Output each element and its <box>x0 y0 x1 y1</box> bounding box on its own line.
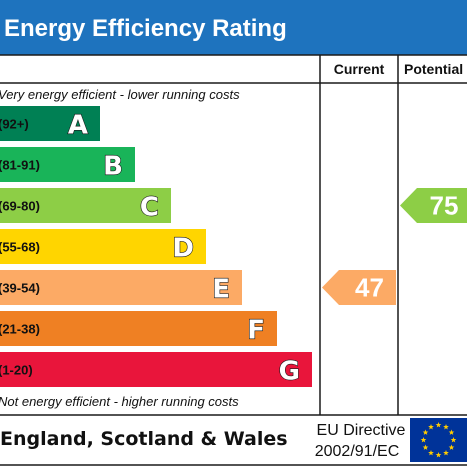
potential-rating-arrow: 75 <box>400 188 467 223</box>
band-letter-label: E <box>212 275 230 305</box>
band-letter-label: F <box>247 316 265 346</box>
column-header-potential: Potential <box>404 61 463 77</box>
band-letter-label: A <box>68 111 88 141</box>
eu-star-icon <box>428 424 434 430</box>
band-bar-g <box>0 352 312 387</box>
band-range-label: (81-91) <box>0 158 40 173</box>
band-range-label: (21-38) <box>0 322 40 337</box>
band-e: (39-54) E <box>0 270 242 305</box>
band-bar-f <box>0 311 277 346</box>
eu-star-icon <box>435 452 442 458</box>
band-letter-label: C <box>140 193 159 223</box>
footer-region: England, Scotland & Wales <box>0 428 288 450</box>
band-bar-b <box>0 147 135 182</box>
band-range-label: (92+) <box>0 117 29 132</box>
eu-star-icon <box>422 444 429 450</box>
top-note: Very energy efficient - lower running co… <box>0 87 240 102</box>
band-bar-d <box>0 229 206 264</box>
band-letter-label: D <box>172 234 194 264</box>
band-range-label: (1-20) <box>0 363 33 378</box>
band-range-label: (69-80) <box>0 199 40 214</box>
eu-star-icon <box>422 429 429 435</box>
band-d: (55-68) D <box>0 229 206 264</box>
bottom-note: Not energy efficient - higher running co… <box>0 394 239 409</box>
band-bar-c <box>0 188 171 223</box>
eu-star-icon <box>443 424 449 430</box>
band-letter-label: B <box>103 152 123 182</box>
eu-star-icon <box>448 429 455 435</box>
band-g: (1-20) G <box>0 352 312 387</box>
footer-directive-line1: EU Directive <box>317 422 406 439</box>
chart-title: Energy Efficiency Rating <box>4 15 287 42</box>
footer-directive-line2: 2002/91/EC <box>315 443 400 460</box>
potential-rating-value: 75 <box>430 191 459 221</box>
band-bar-e <box>0 270 242 305</box>
band-letter-label: G <box>279 357 300 387</box>
band-c: (69-80) C <box>0 188 171 223</box>
current-rating-value: 47 <box>355 273 384 303</box>
rating-bands: (92+) A (81-91) B (69-80) C (55-68) D (39-54) E (2… <box>0 106 312 387</box>
eu-star-icon <box>448 444 455 450</box>
eu-star-icon <box>428 449 434 456</box>
potential-arrow-shape <box>400 188 467 223</box>
eu-star-icon <box>450 437 457 443</box>
band-a: (92+) A <box>0 106 100 141</box>
eu-star-icon <box>420 437 427 443</box>
eu-flag-icon <box>410 418 467 462</box>
current-arrow-shape <box>322 270 396 305</box>
eu-star-icon <box>443 449 449 456</box>
band-bar-a <box>0 106 100 141</box>
column-header-current: Current <box>334 61 385 77</box>
band-range-label: (55-68) <box>0 240 40 255</box>
current-rating-arrow: 47 <box>322 270 396 305</box>
chart-header <box>0 0 467 55</box>
band-range-label: (39-54) <box>0 281 40 296</box>
eu-star-icon <box>435 422 442 428</box>
band-b: (81-91) B <box>0 147 135 182</box>
band-f: (21-38) F <box>0 311 277 346</box>
eu-stars <box>420 422 457 458</box>
